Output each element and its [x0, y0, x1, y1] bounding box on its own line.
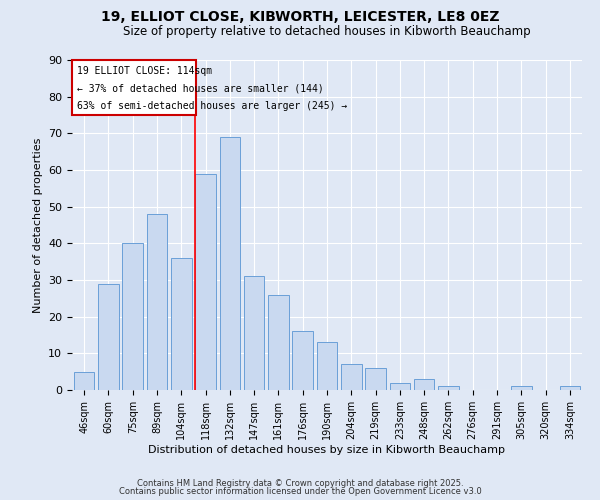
Text: ← 37% of detached houses are smaller (144): ← 37% of detached houses are smaller (14… — [77, 83, 323, 93]
Bar — [146, 214, 167, 390]
Bar — [74, 372, 94, 390]
Bar — [317, 342, 337, 390]
Bar — [171, 258, 191, 390]
Bar — [122, 244, 143, 390]
Bar — [511, 386, 532, 390]
Bar — [560, 386, 580, 390]
Bar — [244, 276, 265, 390]
Y-axis label: Number of detached properties: Number of detached properties — [32, 138, 43, 312]
Bar — [268, 294, 289, 390]
Title: Size of property relative to detached houses in Kibworth Beauchamp: Size of property relative to detached ho… — [123, 25, 531, 38]
Bar — [195, 174, 216, 390]
Text: Contains HM Land Registry data © Crown copyright and database right 2025.: Contains HM Land Registry data © Crown c… — [137, 478, 463, 488]
Bar — [365, 368, 386, 390]
Text: 19, ELLIOT CLOSE, KIBWORTH, LEICESTER, LE8 0EZ: 19, ELLIOT CLOSE, KIBWORTH, LEICESTER, L… — [101, 10, 499, 24]
Bar — [72, 60, 196, 115]
Bar — [414, 379, 434, 390]
Bar — [292, 332, 313, 390]
Bar — [341, 364, 362, 390]
Bar — [220, 137, 240, 390]
Bar — [98, 284, 119, 390]
Bar — [438, 386, 459, 390]
Text: 19 ELLIOT CLOSE: 114sqm: 19 ELLIOT CLOSE: 114sqm — [77, 66, 212, 76]
Text: Contains public sector information licensed under the Open Government Licence v3: Contains public sector information licen… — [119, 487, 481, 496]
Bar — [389, 382, 410, 390]
Text: 63% of semi-detached houses are larger (245) →: 63% of semi-detached houses are larger (… — [77, 100, 347, 110]
X-axis label: Distribution of detached houses by size in Kibworth Beauchamp: Distribution of detached houses by size … — [149, 444, 505, 454]
